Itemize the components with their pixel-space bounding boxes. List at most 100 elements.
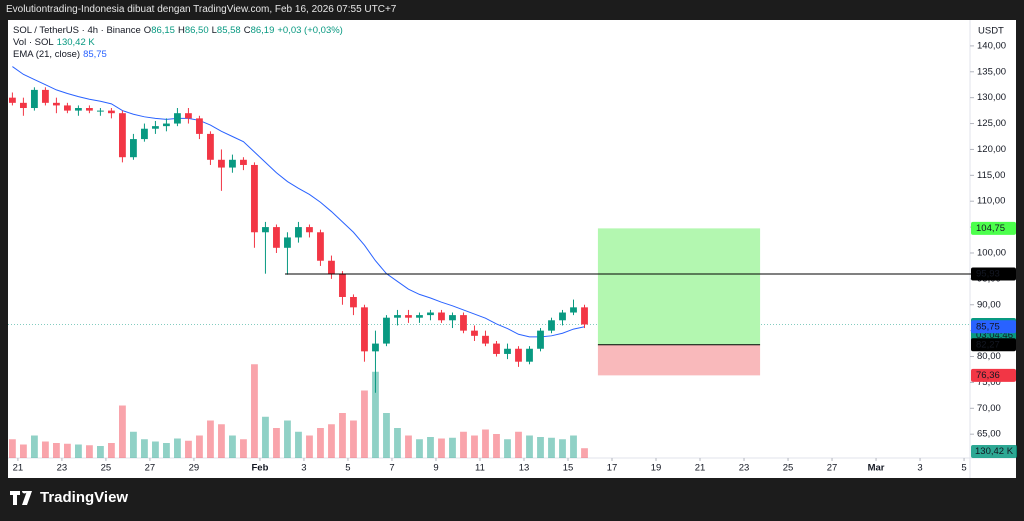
ema-line [12, 66, 585, 338]
ohlc-key: O [143, 25, 152, 36]
volume-bar [460, 431, 467, 458]
candle-body [548, 320, 555, 331]
volume-bar [41, 441, 49, 458]
logo-icon [10, 490, 32, 505]
volume-bar [394, 428, 401, 458]
price-badge [971, 338, 1016, 352]
candle-body [185, 113, 192, 119]
volume-bar [97, 446, 104, 458]
ohlc-value: 86,19 [250, 25, 275, 36]
volume-bar [196, 435, 203, 458]
brand-logo[interactable]: TradingView [10, 489, 128, 506]
volume-bar [339, 413, 346, 458]
candle-body [19, 102, 27, 109]
x-tick-label: 3 [301, 463, 306, 474]
ohlc-key: L [211, 25, 217, 36]
candle-body [493, 343, 500, 354]
plot-area [8, 66, 970, 458]
x-tick-label: 11 [475, 463, 485, 474]
candle-body [438, 312, 445, 321]
volume-bar [361, 390, 368, 458]
candle-body [41, 89, 49, 103]
candle-body [251, 164, 258, 233]
volume-bar [328, 424, 335, 458]
candle-body [471, 330, 478, 336]
y-tick-label: 100,00 [977, 247, 1006, 258]
candle-body [97, 110, 104, 112]
volume-name: Vol · SOL [13, 37, 54, 48]
x-tick-label: Mar [868, 463, 885, 474]
candle-body [63, 105, 71, 111]
candle-body [328, 260, 335, 274]
candle-body [537, 330, 544, 349]
symbol: SOL / TetherUS · 4h · Binance [13, 25, 141, 36]
x-tick-label: 5 [345, 463, 350, 474]
candle-body [372, 343, 379, 352]
candle-body [163, 123, 170, 127]
x-tick-label: 5 [961, 463, 966, 474]
candle-body [262, 227, 269, 233]
candle-body [306, 227, 313, 233]
candle-body [174, 113, 181, 124]
y-tick-label: 135,00 [977, 66, 1006, 77]
legend-ema-row: EMA (21, close) 85,75 [13, 49, 107, 60]
candle-body [130, 139, 137, 158]
price-badge [971, 267, 1016, 281]
x-tick-label: 23 [739, 463, 750, 474]
volume-bar [515, 431, 522, 458]
y-tick-label: 75,00 [977, 377, 1001, 388]
y-tick-label: 125,00 [977, 118, 1006, 129]
volume-bar [570, 435, 577, 458]
candle-body [559, 312, 566, 321]
candle-body [339, 273, 346, 297]
volume-bar [405, 435, 412, 458]
position-stop-zone [597, 344, 761, 376]
candle-body [515, 348, 522, 362]
y-tick-label: 130,00 [977, 92, 1006, 103]
volume-bar [559, 439, 566, 458]
candle-body [108, 110, 115, 114]
candle-body [383, 317, 390, 344]
x-tick-label: 25 [101, 463, 112, 474]
volume-bar [273, 428, 280, 458]
candle-body [30, 89, 38, 109]
candle-body [394, 315, 401, 318]
ohlc-value: 86,15 [151, 25, 175, 36]
volume-bar [284, 420, 291, 458]
volume-bar [229, 435, 236, 458]
volume-bar [240, 439, 247, 458]
candle-body [504, 348, 511, 354]
volume-bar [350, 420, 357, 458]
price-badge-label: 76,36 [976, 370, 1000, 381]
volume-bar [372, 371, 379, 458]
candle-body [482, 335, 489, 344]
candle-body [141, 128, 148, 140]
y-tick-label: 140,00 [977, 40, 1006, 51]
price-badge [971, 368, 1016, 382]
change: +0,03 (+0,03%) [277, 25, 343, 36]
candle-body [152, 126, 159, 129]
volume-bar [581, 448, 588, 458]
candle-body [581, 307, 588, 325]
brand-name: TradingView [40, 489, 129, 506]
volume-bar [174, 438, 181, 458]
ema-value: 85,75 [83, 49, 107, 60]
legend-symbol-row: SOL / TetherUS · 4h · Binance O86,15 H86… [13, 25, 343, 36]
volume-bar [218, 424, 225, 458]
volume-badge-label: 130,42 K [975, 446, 1014, 457]
volume-bar [482, 429, 489, 458]
x-tick-label: Feb [251, 463, 268, 474]
volume-bar [185, 440, 192, 458]
x-tick-label: 13 [519, 463, 530, 474]
volume-bar [306, 435, 313, 458]
y-tick-label: 90,00 [977, 299, 1001, 310]
x-tick-label: 27 [145, 463, 156, 474]
x-tick-label: 23 [57, 463, 68, 474]
volume-bar [526, 435, 533, 458]
candle-body [317, 232, 324, 261]
candle-body [284, 237, 291, 248]
y-tick-label: 120,00 [977, 144, 1006, 155]
volume-bar [86, 445, 93, 458]
volume-bar [262, 416, 269, 458]
